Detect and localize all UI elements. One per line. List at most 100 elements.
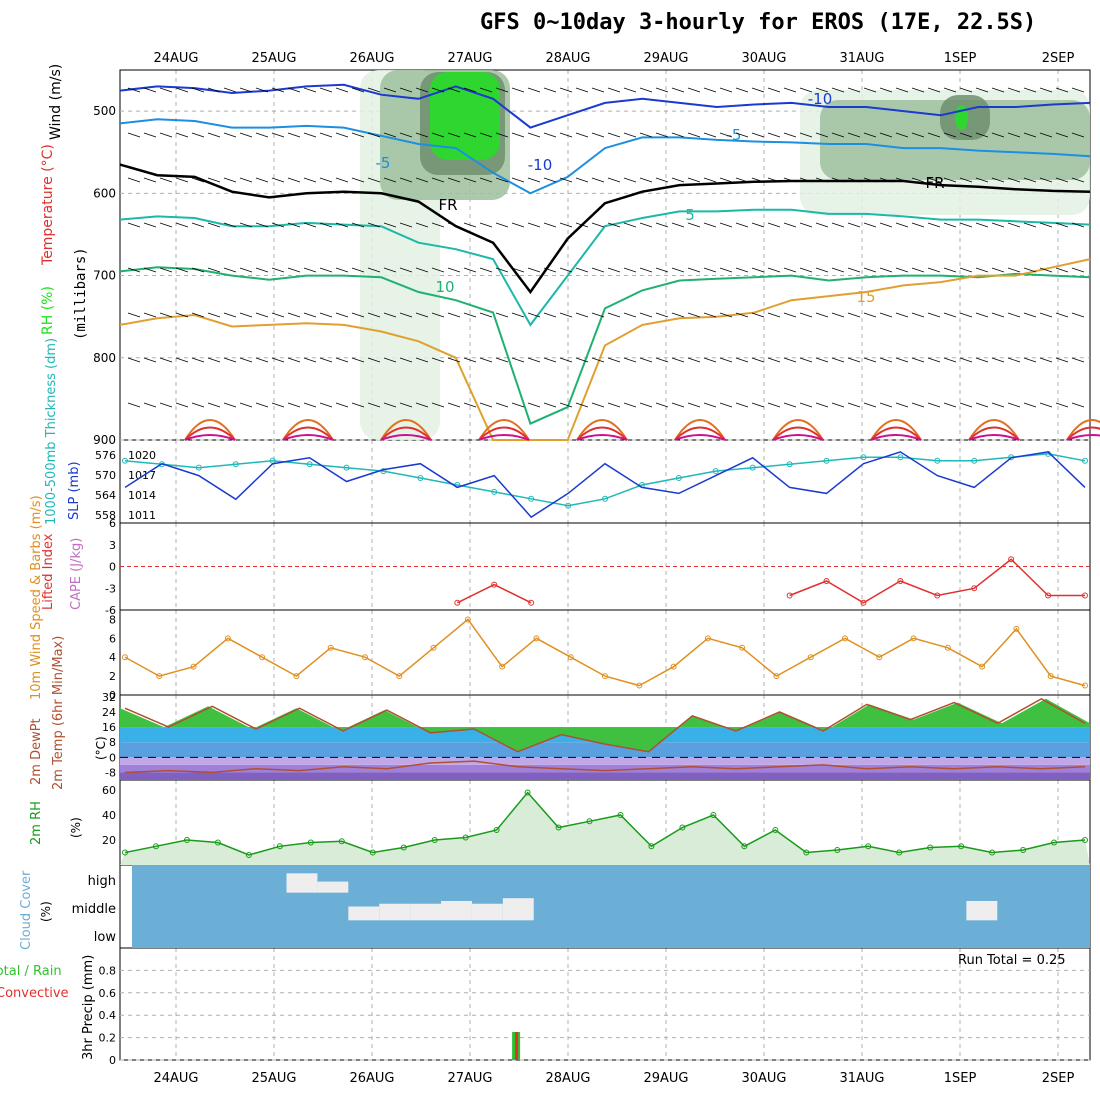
wind-barb <box>1023 267 1037 273</box>
wind10m-point <box>224 635 231 642</box>
wind-barb <box>735 402 749 408</box>
wind-barb <box>991 312 1005 318</box>
wind-barb <box>239 177 253 183</box>
contour-label: -5 <box>376 154 391 172</box>
wind-barb <box>303 402 317 408</box>
wind-barb <box>1055 87 1069 93</box>
wind-barb <box>703 87 717 93</box>
wind-barb <box>559 357 573 363</box>
wind-barb <box>559 132 573 138</box>
wind-barb <box>543 402 557 408</box>
wind-barb <box>623 177 637 183</box>
wind-barb <box>1023 87 1037 93</box>
wind-barb <box>463 132 477 138</box>
cloud-bg <box>132 865 1090 948</box>
wind-barb <box>527 177 541 183</box>
wind-barb <box>207 87 221 93</box>
wind-barb <box>495 402 509 408</box>
wind-barb <box>687 222 701 228</box>
wind-barb <box>591 402 605 408</box>
wind-barb <box>639 222 653 228</box>
wind-barb <box>159 312 173 318</box>
wind-barb <box>767 312 781 318</box>
wind-barb <box>399 132 413 138</box>
wind-barb <box>335 357 349 363</box>
temp-contour-warm <box>576 434 628 441</box>
wind-barb <box>543 222 557 228</box>
wind-barb <box>415 402 429 408</box>
wind-barb <box>415 357 429 363</box>
wind-barb <box>623 132 637 138</box>
rh2m-point <box>741 843 748 850</box>
wind-barb <box>655 402 669 408</box>
wind-barb <box>159 132 173 138</box>
wind-barb <box>559 87 573 93</box>
wind-barb <box>911 132 925 138</box>
wind-barb <box>767 132 781 138</box>
wind-barb <box>799 177 813 183</box>
day-label-bottom-1SEP: 1SEP <box>944 1071 977 1086</box>
temp-contour-warm <box>576 426 628 441</box>
wind-barb <box>975 267 989 273</box>
wind-barb <box>1023 312 1037 318</box>
wind-barb <box>1007 177 1021 183</box>
wind-barb <box>911 222 925 228</box>
wind-barb <box>319 312 333 318</box>
contour-label: -5 <box>727 126 742 144</box>
wind-barb <box>447 312 461 318</box>
temp-contour-15 <box>119 258 1091 441</box>
wind-barb <box>911 267 925 273</box>
wind-barb <box>959 222 973 228</box>
wind-barb <box>495 132 509 138</box>
wind-barb <box>1071 132 1085 138</box>
wind-barb <box>831 312 845 318</box>
wind-barb <box>447 177 461 183</box>
wind-barb <box>815 267 829 273</box>
wind-barb <box>367 357 381 363</box>
wind-barb <box>639 402 653 408</box>
temp-contour-warm <box>282 434 334 441</box>
wind-barb <box>1071 87 1085 93</box>
thickness-tick-564: 564 <box>95 489 116 502</box>
wind10m-point <box>499 663 506 670</box>
wind-barb <box>719 357 733 363</box>
cloud-cell-high <box>317 881 349 893</box>
wind-barb <box>767 267 781 273</box>
wind-barb <box>319 177 333 183</box>
wind-barb <box>303 312 317 318</box>
wind-barb <box>783 87 797 93</box>
wind-barb <box>575 87 589 93</box>
wind-barb <box>719 312 733 318</box>
wind-barb <box>895 177 909 183</box>
wind-barb <box>415 177 429 183</box>
wind-barb <box>895 132 909 138</box>
wind-barb <box>1071 402 1085 408</box>
wind-barb <box>207 402 221 408</box>
wind-barb <box>335 87 349 93</box>
wind-tick-2: 2 <box>109 670 116 683</box>
wind-barb <box>911 177 925 183</box>
wind-barb <box>207 267 221 273</box>
contour-label: 10 <box>435 278 454 296</box>
precip-ylabel: 3hr Precip (mm) <box>81 955 96 1060</box>
wind-barb <box>911 357 925 363</box>
wind-barb <box>799 312 813 318</box>
li-tick-6: 6 <box>109 517 116 530</box>
wind-barb <box>591 312 605 318</box>
wind-barb <box>783 267 797 273</box>
wind-barb <box>143 357 157 363</box>
day-label-bottom-27AUG: 27AUG <box>447 1071 492 1086</box>
wind-barb <box>799 267 813 273</box>
wind-barb <box>799 222 813 228</box>
wind-barb <box>943 177 957 183</box>
wind-barb <box>255 402 269 408</box>
wind-barb <box>687 177 701 183</box>
wind-barb <box>271 132 285 138</box>
wind-barb <box>1039 312 1053 318</box>
wind10m-point <box>293 673 300 680</box>
day-label-top-29AUG: 29AUG <box>643 51 688 66</box>
wind-barb <box>463 87 477 93</box>
temp-band <box>120 772 1090 780</box>
wind-barb <box>783 132 797 138</box>
wind-barb <box>591 87 605 93</box>
